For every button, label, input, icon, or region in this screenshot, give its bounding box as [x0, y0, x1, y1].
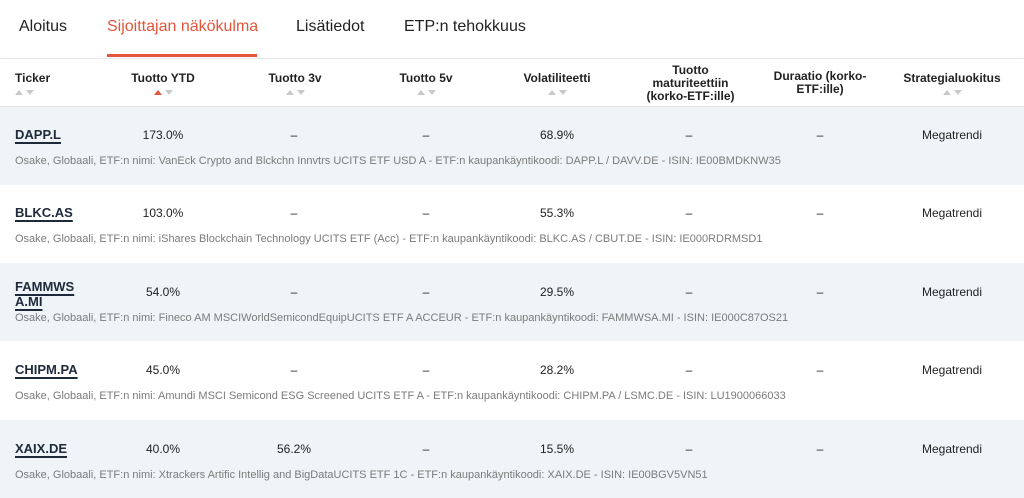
sort-icon[interactable] — [416, 89, 436, 95]
tab-etp-tehokkuus[interactable]: ETP:n tehokkuus — [404, 18, 526, 35]
row-description: Osake, Globaali, ETF:n nimi: Amundi MSCI… — [15, 390, 786, 402]
table-header: Ticker Tuotto YTD Tuotto 3v Tuotto 5v Vo… — [0, 58, 1024, 107]
row-description: Osake, Globaali, ETF:n nimi: Xtrackers A… — [15, 469, 708, 481]
cell-tuotto-ytd: 54.0% — [145, 285, 181, 299]
cell-tuotto-5v: – — [422, 442, 430, 456]
cell-strategialuokitus: Megatrendi — [921, 363, 983, 377]
cell-tuotto-maturiteettiin: – — [685, 363, 693, 377]
cell-duraatio: – — [816, 442, 824, 456]
column-label: Tuotto YTD — [131, 70, 195, 85]
sort-icon[interactable] — [153, 89, 173, 95]
sort-icon[interactable] — [285, 89, 305, 95]
tab-aloitus[interactable]: Aloitus — [19, 18, 68, 35]
cell-duraatio: – — [816, 285, 824, 299]
column-header-tuotto-ytd[interactable]: Tuotto YTD — [113, 59, 213, 107]
cell-volatiliteetti: 68.9% — [539, 128, 575, 142]
column-label: Tuotto maturiteettiin (korko-ETF:ille) — [646, 62, 735, 103]
cell-tuotto-ytd: 40.0% — [145, 442, 181, 456]
cell-strategialuokitus: Megatrendi — [921, 442, 983, 456]
column-header-volatiliteetti[interactable]: Volatiliteetti — [507, 59, 607, 107]
cell-tuotto-3v: – — [290, 128, 298, 142]
cell-tuotto-5v: – — [422, 206, 430, 220]
sort-icon[interactable] — [547, 89, 567, 95]
column-header-tuotto-maturiteettiin[interactable]: Tuotto maturiteettiin (korko-ETF:ille) — [643, 59, 738, 107]
ticker-link[interactable]: BLKC.AS — [15, 205, 73, 220]
column-label: Strategialuokitus — [903, 70, 1001, 85]
column-label: Volatiliteetti — [523, 70, 591, 85]
table-row: CHIPM.PA 45.0% – – 28.2% – – Megatrendi … — [0, 341, 1024, 419]
cell-tuotto-5v: – — [422, 285, 430, 299]
cell-tuotto-5v: – — [422, 363, 430, 377]
table-row: BLKC.AS 103.0% – – 55.3% – – Megatrendi … — [0, 185, 1024, 263]
cell-tuotto-ytd: 173.0% — [142, 128, 184, 142]
tab-lisatiedot[interactable]: Lisätiedot — [296, 18, 365, 35]
cell-strategialuokitus: Megatrendi — [921, 285, 983, 299]
row-description: Osake, Globaali, ETF:n nimi: VanEck Cryp… — [15, 155, 781, 167]
table-row: XAIX.DE 40.0% 56.2% – 15.5% – – Megatren… — [0, 420, 1024, 498]
ticker-link[interactable]: DAPP.L — [15, 127, 61, 142]
table-row: FAMMWSA.MI 54.0% – – 29.5% – – Megatrend… — [0, 263, 1024, 341]
cell-duraatio: – — [816, 128, 824, 142]
row-description: Osake, Globaali, ETF:n nimi: Fineco AM M… — [15, 312, 789, 324]
cell-volatiliteetti: 55.3% — [539, 206, 575, 220]
column-header-tuotto-3v[interactable]: Tuotto 3v — [245, 59, 345, 107]
cell-volatiliteetti: 28.2% — [539, 363, 575, 377]
ticker-link[interactable]: XAIX.DE — [15, 441, 68, 456]
cell-duraatio: – — [816, 206, 824, 220]
column-label: Duraatio (korko-ETF:ille) — [773, 69, 867, 96]
cell-tuotto-maturiteettiin: – — [685, 128, 693, 142]
sort-icon[interactable] — [15, 89, 34, 95]
cell-tuotto-ytd: 103.0% — [142, 206, 184, 220]
row-description: Osake, Globaali, ETF:n nimi: iShares Blo… — [15, 233, 763, 245]
active-tab-indicator — [107, 54, 257, 57]
cell-tuotto-maturiteettiin: – — [685, 285, 693, 299]
column-label: Ticker — [15, 70, 51, 85]
ticker-link[interactable]: CHIPM.PA — [15, 362, 78, 377]
cell-tuotto-3v: – — [290, 206, 298, 220]
table-row: DAPP.L 173.0% – – 68.9% – – Megatrendi O… — [0, 107, 1024, 185]
cell-tuotto-ytd: 45.0% — [145, 363, 181, 377]
cell-tuotto-3v: 56.2% — [276, 442, 312, 456]
cell-tuotto-3v: – — [290, 285, 298, 299]
cell-tuotto-5v: – — [422, 128, 430, 142]
cell-duraatio: – — [816, 363, 824, 377]
cell-strategialuokitus: Megatrendi — [921, 206, 983, 220]
cell-tuotto-maturiteettiin: – — [685, 442, 693, 456]
cell-volatiliteetti: 29.5% — [539, 285, 575, 299]
tab-sijoittajan-nakokulma[interactable]: Sijoittajan näkökulma — [107, 18, 259, 35]
cell-strategialuokitus: Megatrendi — [921, 128, 983, 142]
column-header-strategialuokitus[interactable]: Strategialuokitus — [897, 59, 1007, 107]
cell-tuotto-3v: – — [290, 363, 298, 377]
column-header-ticker[interactable]: Ticker — [15, 59, 95, 107]
column-header-tuotto-5v[interactable]: Tuotto 5v — [376, 59, 476, 107]
ticker-link[interactable]: FAMMWSA.MI — [15, 279, 75, 309]
cell-volatiliteetti: 15.5% — [539, 442, 575, 456]
column-header-duraatio[interactable]: Duraatio (korko-ETF:ille) — [770, 59, 870, 107]
tab-bar: Aloitus Sijoittajan näkökulma Lisätiedot… — [0, 0, 1024, 58]
sort-icon[interactable] — [942, 89, 962, 95]
column-label: Tuotto 5v — [399, 70, 453, 85]
cell-tuotto-maturiteettiin: – — [685, 206, 693, 220]
column-label: Tuotto 3v — [268, 70, 322, 85]
